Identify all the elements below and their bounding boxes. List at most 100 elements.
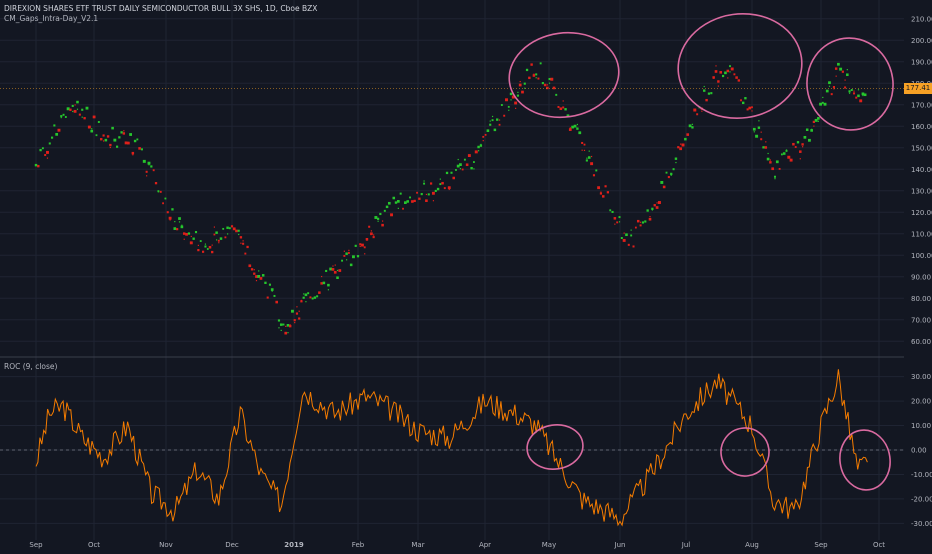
down-bar-dot: [812, 120, 816, 124]
up-bar-dot: [651, 207, 654, 210]
up-bar-dot: [311, 297, 314, 300]
down-bar-dot: [613, 217, 617, 220]
gap-dot: [802, 146, 804, 148]
up-bar-dot: [345, 252, 348, 255]
down-bar-dot: [737, 79, 740, 82]
down-bar-dot: [447, 186, 451, 190]
gap-dot: [103, 140, 105, 142]
gap-dot: [600, 191, 602, 193]
down-bar-dot: [696, 113, 699, 116]
gap-dot: [60, 117, 62, 119]
up-bar-dot: [392, 196, 396, 200]
gap-dot: [760, 131, 762, 133]
gap-dot: [178, 221, 181, 223]
up-bar-dot: [379, 212, 382, 216]
down-bar-dot: [365, 237, 369, 241]
gap-dot: [300, 299, 303, 302]
down-bar-dot: [830, 93, 833, 96]
down-bar-dot: [461, 168, 464, 171]
down-bar-dot: [275, 300, 279, 304]
up-bar-dot: [104, 138, 108, 142]
up-bar-dot: [496, 118, 499, 121]
up-bar-dot: [516, 94, 519, 97]
price-axis[interactable]: 210.00200.00190.00180.00170.00160.00150.…: [911, 15, 932, 528]
up-bar-dot: [354, 244, 357, 247]
gap-dot: [546, 84, 548, 86]
gap-dot: [691, 123, 694, 125]
up-bar-dot: [111, 126, 114, 130]
indicator-label[interactable]: CM_Gaps_Intra-Day_V2.1: [4, 14, 99, 23]
down-bar-dot: [801, 143, 804, 146]
up-bar-dot: [775, 160, 779, 164]
price-tick-label: 160.00: [911, 123, 932, 131]
up-bar-dot: [810, 129, 813, 132]
up-bar-dot: [199, 240, 202, 242]
down-bar-dot: [293, 319, 296, 322]
up-bar-dot: [268, 283, 272, 286]
time-tick-label: Oct: [88, 541, 100, 549]
down-bar-dot: [213, 233, 216, 236]
down-bar-dot: [503, 114, 506, 117]
time-tick-label: Aug: [745, 541, 759, 549]
down-bar-dot: [92, 115, 96, 119]
down-bar-dot: [498, 123, 501, 126]
up-bar-dot: [489, 123, 492, 126]
up-bar-dot: [264, 281, 267, 284]
up-bar-dot: [848, 90, 851, 93]
up-bar-dot: [399, 192, 402, 195]
up-bar-dot: [142, 159, 146, 163]
down-bar-dot: [370, 232, 373, 236]
down-bar-dot: [168, 216, 172, 220]
time-tick-label: Nov: [159, 541, 173, 549]
gap-dot: [242, 240, 244, 242]
up-bar-dot: [192, 237, 195, 240]
up-bar-dot: [470, 166, 473, 170]
gap-dot: [828, 85, 831, 87]
price-tick-label: 170.00: [911, 101, 932, 109]
gap-dot: [562, 100, 564, 102]
up-bar-dot: [261, 274, 265, 277]
down-bar-dot: [484, 133, 487, 136]
up-bar-dot: [257, 275, 261, 278]
price-dots: [34, 62, 867, 335]
roc-line: [35, 369, 868, 527]
up-bar-dot: [500, 104, 503, 106]
gap-dot: [127, 141, 129, 144]
up-bar-dot: [118, 136, 121, 139]
gap-dot: [146, 175, 148, 177]
roc-title[interactable]: ROC (9, close): [4, 362, 58, 371]
price-tick-label: 60.00: [911, 338, 931, 346]
gap-dot: [701, 110, 703, 112]
down-bar-dot: [224, 236, 227, 239]
up-bar-dot: [307, 292, 310, 295]
down-bar-dot: [599, 192, 603, 195]
gap-dot: [727, 77, 729, 79]
gap-dot: [524, 87, 526, 89]
down-bar-dot: [467, 154, 471, 157]
down-bar-dot: [530, 63, 533, 66]
price-tick-label: 200.00: [911, 37, 932, 45]
gap-dot: [767, 152, 769, 155]
up-bar-dot: [757, 126, 761, 129]
down-bar-dot: [295, 312, 299, 315]
down-bar-dot: [799, 150, 802, 153]
gap-dot: [553, 87, 555, 89]
gap-dot: [535, 77, 537, 79]
down-bar-dot: [230, 225, 234, 228]
gap-dot: [473, 168, 475, 170]
down-bar-dot: [418, 197, 421, 200]
down-bar-dot: [390, 213, 393, 217]
down-bar-dot: [714, 70, 718, 73]
price-tick-label: 210.00: [911, 15, 932, 23]
up-bar-dot: [507, 105, 510, 108]
down-bar-dot: [73, 109, 77, 113]
gap-dot: [491, 115, 494, 118]
down-bar-dot: [657, 201, 661, 205]
time-axis[interactable]: Sep Oct Nov Dec 2019 Feb Mar Apr May Jun Jul Aug Sep…: [29, 541, 885, 549]
up-bar-dot: [850, 89, 853, 92]
gap-dot: [581, 149, 583, 151]
up-bar-dot: [173, 227, 177, 230]
down-bar-dot: [590, 162, 594, 166]
